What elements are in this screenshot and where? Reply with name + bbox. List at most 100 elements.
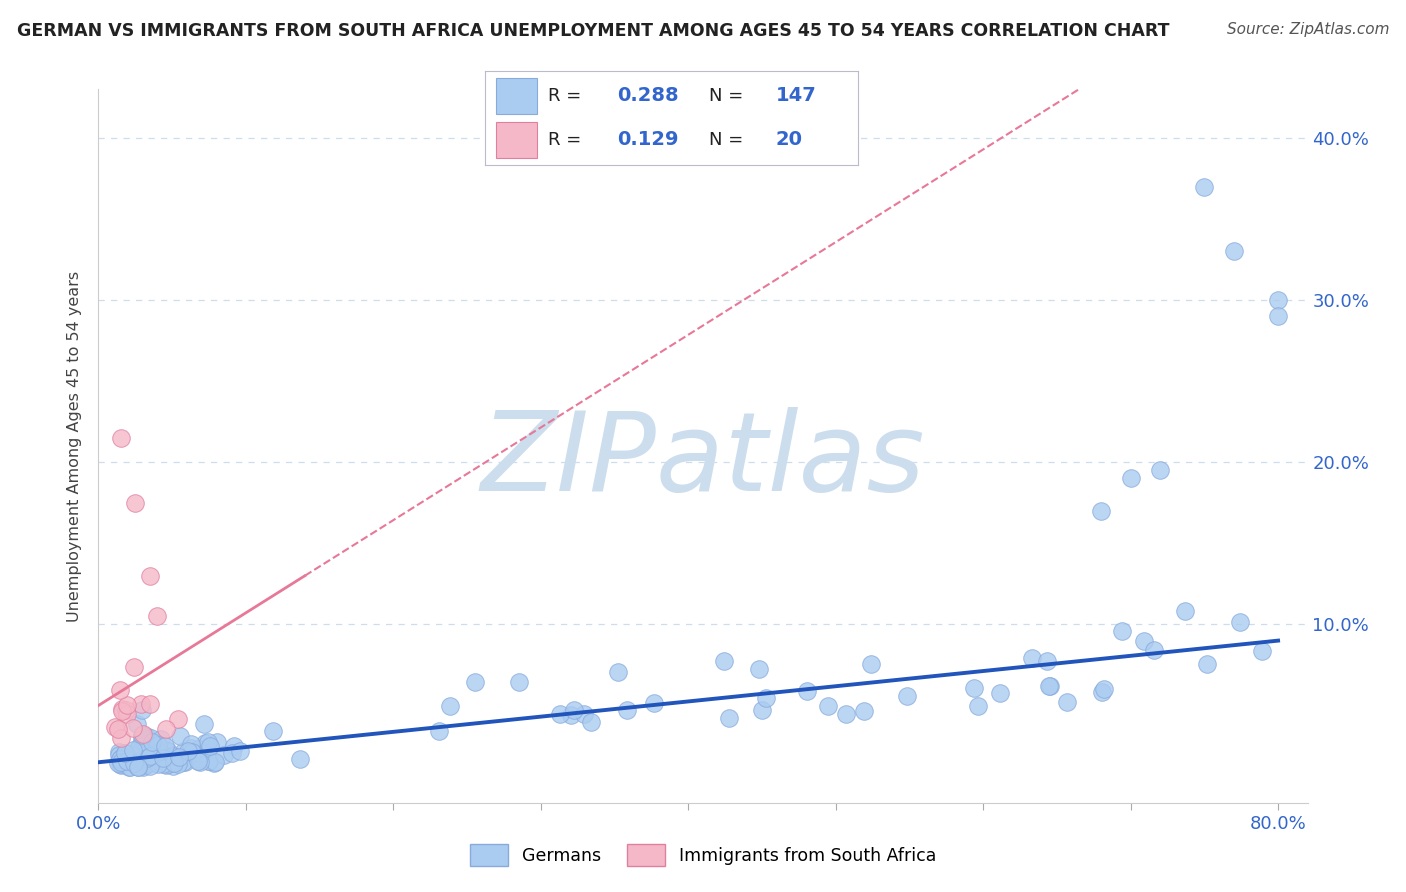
Point [155,739,177,753]
Point [127,760,149,774]
Point [156,744,179,758]
Point [139,697,162,711]
Point [131,733,153,747]
Point [115,703,138,717]
Point [146,738,169,752]
Point [1111,624,1133,638]
Point [141,731,163,745]
Point [110,758,132,772]
Point [1229,615,1251,630]
Point [200,739,222,753]
Point [197,735,219,749]
Point [1090,504,1112,518]
Point [896,689,918,703]
Point [127,746,149,760]
Point [188,755,211,769]
Point [464,675,486,690]
Point [1092,681,1115,696]
Point [1267,310,1289,324]
Point [135,746,157,760]
Point [616,703,638,717]
Point [574,707,596,722]
Point [262,723,284,738]
Point [181,745,204,759]
Text: R =: R = [548,131,588,149]
Point [167,712,190,726]
Point [136,751,159,765]
Point [129,698,152,712]
Point [560,707,582,722]
Text: 0.129: 0.129 [617,130,679,149]
Point [155,743,177,757]
Point [191,746,214,760]
Text: 0.288: 0.288 [617,87,679,105]
Point [167,750,190,764]
Point [187,751,209,765]
Point [131,728,153,742]
Point [152,751,174,765]
Point [125,747,148,761]
Point [121,721,143,735]
Point [149,732,172,747]
Point [204,756,226,770]
Point [125,743,148,757]
Point [135,747,157,761]
Point [111,702,134,716]
Point [110,755,132,769]
Point [143,756,166,770]
Text: R =: R = [548,87,588,104]
Point [139,568,162,582]
Point [114,746,136,760]
Point [139,759,162,773]
Point [127,749,149,764]
Point [796,684,818,698]
Point [173,744,195,758]
Point [1056,695,1078,709]
Point [852,704,875,718]
Point [108,745,131,759]
Point [146,757,169,772]
Point [167,756,190,771]
Point [152,757,174,772]
Point [155,722,177,736]
Point [180,737,202,751]
Point [205,735,228,749]
Point [1021,651,1043,665]
Point [1149,463,1171,477]
Point [288,752,311,766]
Point [129,753,152,767]
Point [177,743,200,757]
Point [115,698,138,712]
Point [155,758,177,772]
Point [108,752,131,766]
Point [122,756,145,770]
Point [751,703,773,717]
Point [229,744,252,758]
Text: N =: N = [709,87,748,104]
Point [107,722,129,736]
Point [1194,179,1216,194]
Point [607,665,630,680]
Point [187,741,209,756]
Point [1091,685,1114,699]
Point [132,760,155,774]
Point [131,730,153,744]
Point [643,697,665,711]
Point [508,675,530,690]
Point [122,743,145,757]
Point [174,756,197,770]
Point [1251,644,1274,658]
Text: 20: 20 [776,130,803,149]
Point [132,727,155,741]
Point [717,711,740,725]
Point [1223,244,1246,259]
Point [835,707,858,722]
Point [966,699,988,714]
Point [160,751,183,765]
Point [1267,293,1289,307]
Text: ZIPatlas: ZIPatlas [481,407,925,514]
Text: N =: N = [709,131,748,149]
Legend: Germans, Immigrants from South Africa: Germans, Immigrants from South Africa [463,838,943,872]
Point [1038,679,1060,693]
Point [162,759,184,773]
